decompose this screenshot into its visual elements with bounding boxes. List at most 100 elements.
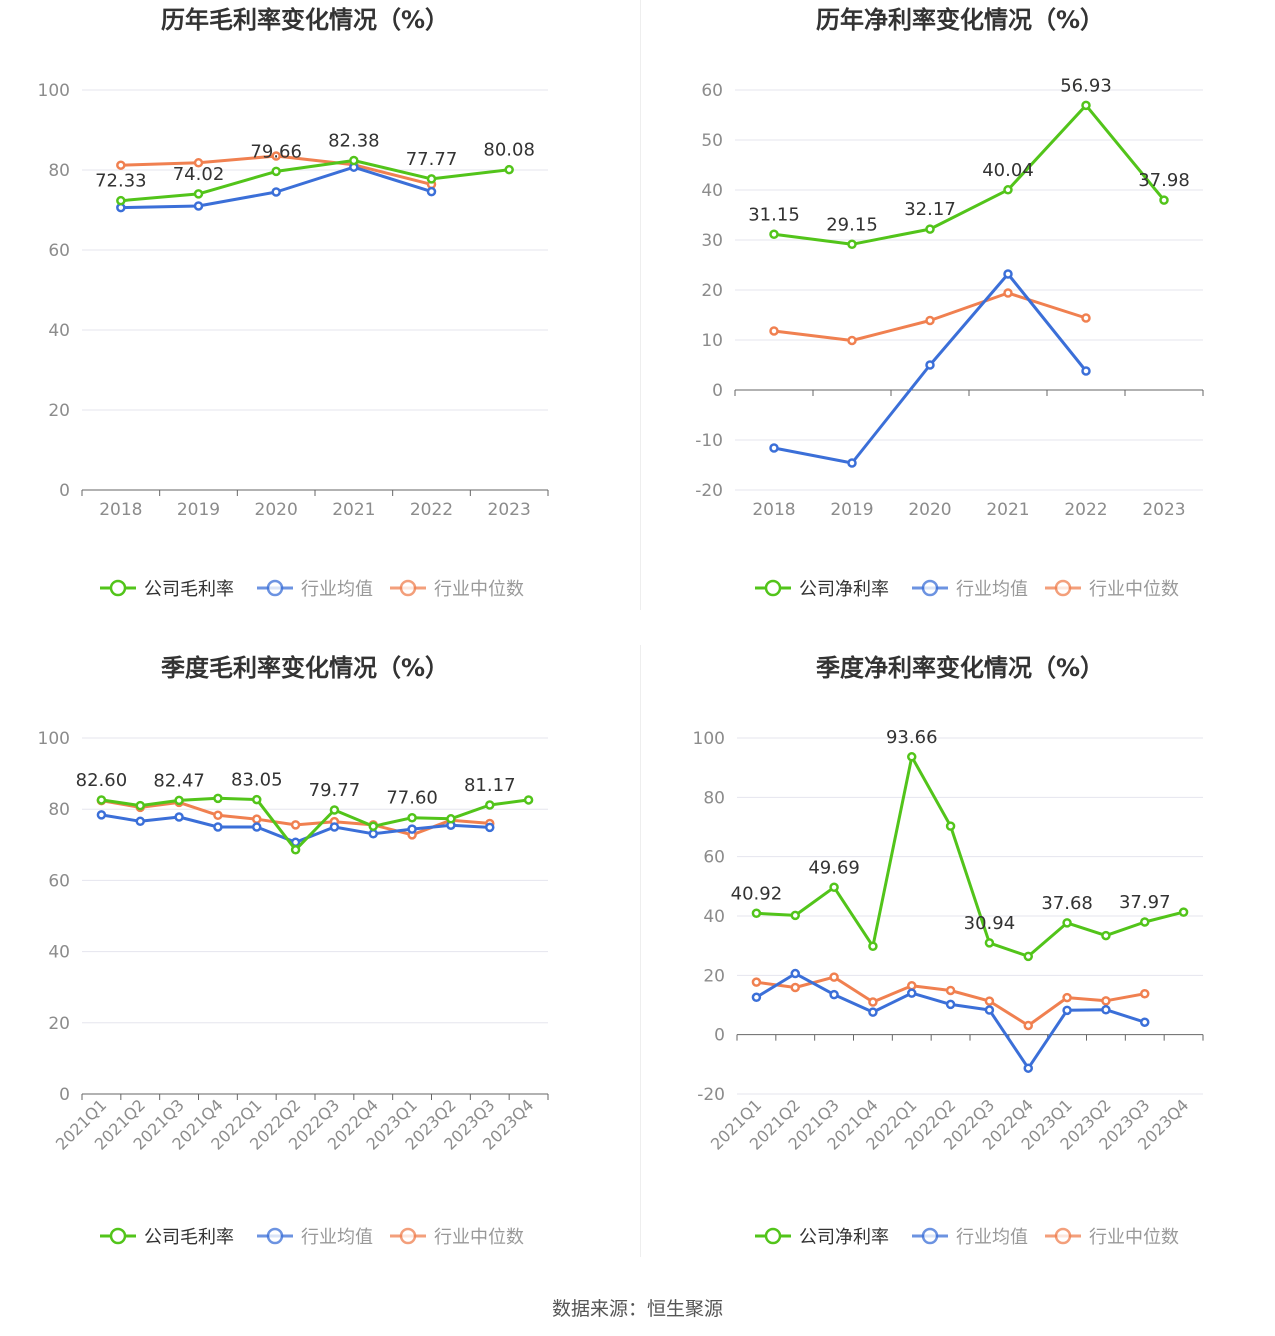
y-tick-label: 40 <box>48 321 70 341</box>
data-point-company <box>984 938 995 948</box>
data-point-company <box>1178 907 1189 917</box>
data-point-average <box>1081 366 1091 376</box>
legend-item-company: 公司毛利率 <box>100 1227 234 1248</box>
data-label: 74.02 <box>173 164 225 185</box>
legend-marker <box>921 1227 939 1245</box>
data-point-company <box>769 229 779 239</box>
chart-title: 季度净利率变化情况（%） <box>816 654 1104 682</box>
legend-label: 公司净利率 <box>799 1227 889 1248</box>
y-tick-label: 20 <box>48 401 70 421</box>
y-tick-label: 80 <box>48 161 70 181</box>
data-label: 77.60 <box>386 788 438 809</box>
x-tick-label: 2019 <box>830 500 873 520</box>
series-line-company <box>773 103 1166 246</box>
data-label: 30.94 <box>964 913 1016 934</box>
x-tick-label: 2021 <box>332 500 375 520</box>
x-tick-label: 2023 <box>488 500 531 520</box>
data-point-average <box>751 992 762 1003</box>
y-tick-label: 0 <box>59 1085 70 1105</box>
legend-marker <box>109 1227 127 1245</box>
data-point-company <box>271 166 281 177</box>
y-tick-label: 80 <box>48 800 70 820</box>
legend-label: 公司净利率 <box>799 579 889 600</box>
data-point-median <box>790 982 800 993</box>
data-label: 93.66 <box>886 727 938 748</box>
y-tick-label: 100 <box>38 81 70 101</box>
data-source-note: 数据来源：恒生聚源 <box>551 1298 723 1320</box>
x-tick-label: 2022 <box>410 500 453 520</box>
data-point-median <box>1101 996 1111 1006</box>
data-point-company <box>829 882 839 893</box>
data-point-company <box>485 800 495 810</box>
legend-item-average: 行业均值 <box>912 579 1028 600</box>
legend-marker <box>266 579 284 597</box>
legend-marker <box>109 579 127 597</box>
legend-item-average: 行业均值 <box>912 1227 1028 1248</box>
legend-label: 行业均值 <box>301 1227 373 1248</box>
data-point-company <box>213 793 223 804</box>
y-tick-label: 40 <box>701 181 723 201</box>
legend-item-company: 公司净利率 <box>755 579 889 600</box>
data-point-average <box>329 822 340 832</box>
y-tick-label: 30 <box>701 231 723 251</box>
x-tick-label: 2020 <box>255 500 298 520</box>
data-point-average <box>984 1005 995 1015</box>
data-point-median <box>1023 1020 1033 1031</box>
data-point-company <box>504 164 514 175</box>
data-label: 37.97 <box>1119 892 1171 913</box>
data-label: 83.05 <box>231 770 283 791</box>
data-point-median <box>769 326 779 336</box>
data-point-average <box>252 822 262 832</box>
data-point-company <box>925 224 935 234</box>
data-point-median <box>945 985 956 996</box>
data-point-average <box>485 822 495 833</box>
legend-item-median: 行业中位数 <box>390 1227 524 1248</box>
data-point-company <box>446 814 456 824</box>
data-point-company <box>1081 100 1091 111</box>
legend-label: 行业中位数 <box>434 579 524 600</box>
data-point-average <box>407 824 417 834</box>
panel-divider-top <box>640 0 641 610</box>
legend-marker <box>1054 1227 1072 1245</box>
series-line-company <box>120 159 510 203</box>
data-point-company <box>116 195 126 206</box>
data-label: 79.77 <box>309 780 361 801</box>
chart-panel-2: 历年净利率变化情况（%） -20 -10 0 10 20 30 40 50 60 2018 2019 2… <box>695 6 1204 600</box>
x-tick-label: 2023 <box>1142 500 1185 520</box>
data-point-company <box>751 908 762 919</box>
data-point-company <box>1101 930 1111 941</box>
data-label: 81.17 <box>464 775 516 796</box>
legend-label: 行业均值 <box>956 1227 1028 1248</box>
data-label: 40.92 <box>731 883 783 904</box>
data-point-average <box>193 201 204 211</box>
data-point-company <box>193 189 204 199</box>
data-point-company <box>790 910 800 921</box>
y-tick-label: 10 <box>701 331 723 351</box>
y-tick-label: 100 <box>38 729 70 749</box>
data-point-median <box>213 810 223 821</box>
x-tick-label: 2018 <box>99 500 142 520</box>
x-tick-label: 2019 <box>177 500 220 520</box>
data-point-company <box>1003 185 1013 195</box>
data-label: 40.04 <box>982 160 1034 181</box>
y-tick-label: 0 <box>59 481 70 501</box>
data-point-company <box>174 795 184 806</box>
legend-marker <box>266 1227 284 1245</box>
data-point-company <box>945 821 956 831</box>
y-tick-label: 60 <box>48 241 70 261</box>
y-tick-label: 40 <box>48 943 70 963</box>
data-point-average <box>769 443 779 453</box>
data-point-company <box>1140 917 1150 927</box>
data-point-median <box>984 996 995 1006</box>
data-point-median <box>907 980 917 991</box>
data-point-median <box>116 160 126 170</box>
panel-divider-bottom <box>640 645 641 1257</box>
y-tick-label: 20 <box>703 966 725 986</box>
legend-item-average: 行业均值 <box>257 579 373 600</box>
data-point-company <box>252 794 262 805</box>
data-point-average <box>96 810 107 820</box>
legend-marker <box>921 579 939 597</box>
data-label: 37.98 <box>1138 170 1190 191</box>
legend-label: 行业中位数 <box>434 1227 524 1248</box>
